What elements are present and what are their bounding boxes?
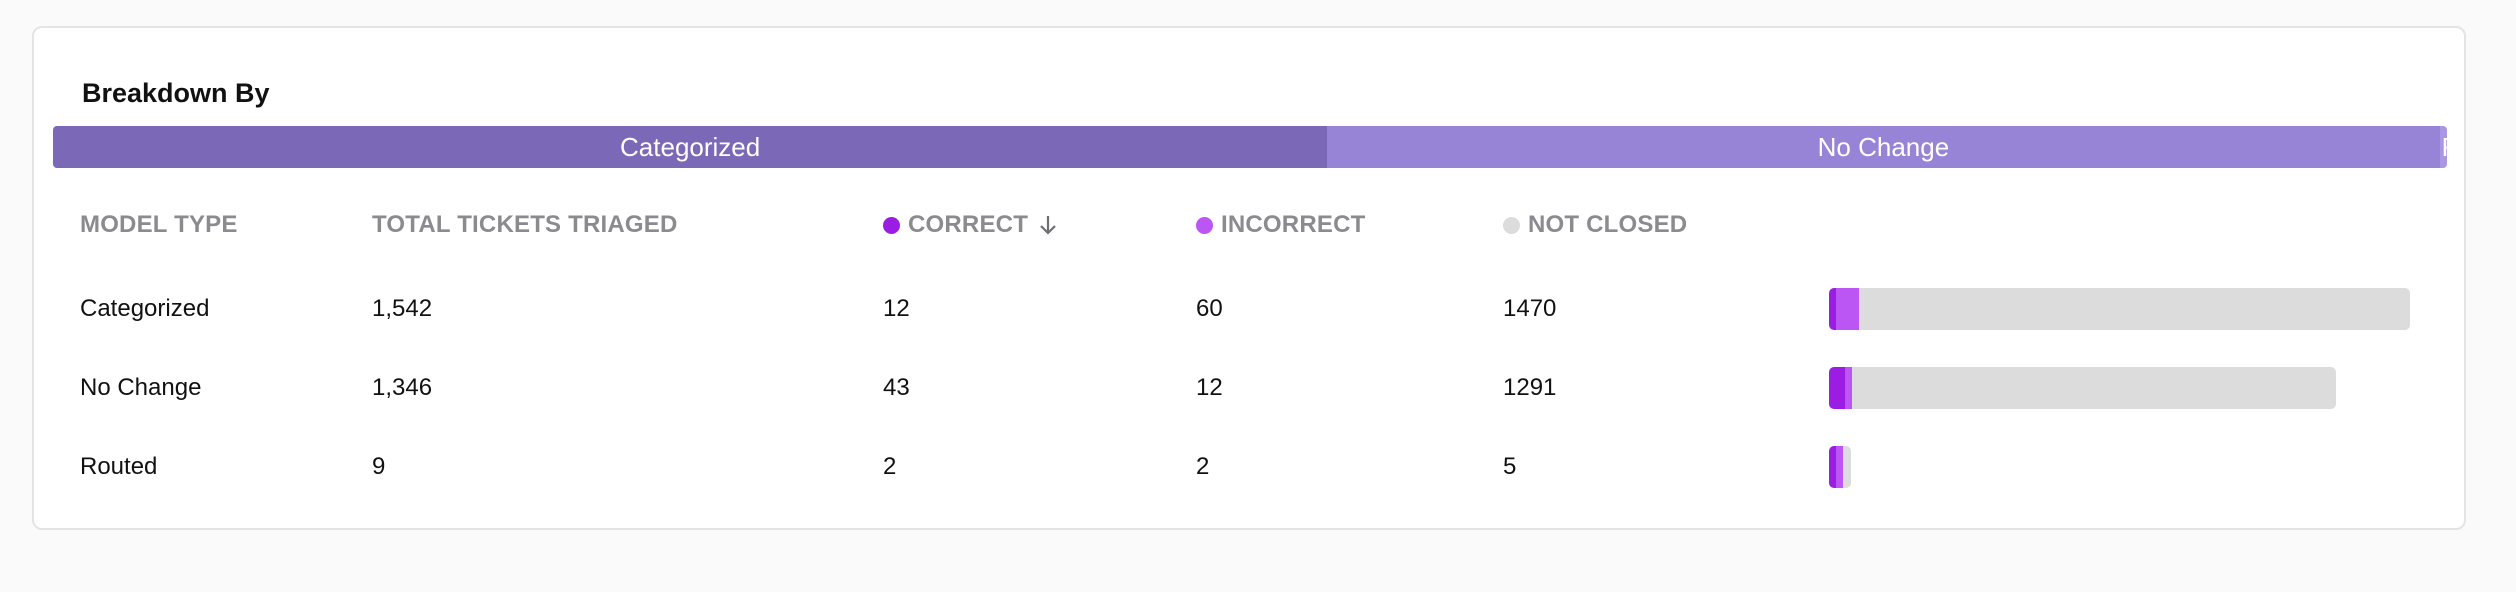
table-row[interactable]: No Change 1,346 43 12 1291 bbox=[34, 365, 2464, 411]
breakdown-stacked-bar: Categorized No Change R bbox=[53, 126, 2447, 168]
header-label: TOTAL TICKETS TRIAGED bbox=[372, 211, 678, 238]
column-header-total-tickets[interactable]: TOTAL TICKETS TRIAGED bbox=[372, 211, 678, 239]
cell-incorrect: 12 bbox=[1196, 374, 1223, 401]
arrow-down-icon bbox=[1040, 216, 1056, 235]
stack-segment-categorized[interactable]: Categorized bbox=[53, 126, 1328, 168]
cell-correct: 2 bbox=[883, 453, 897, 480]
outcome-segment-not-closed bbox=[1858, 288, 2410, 330]
header-label: CORRECT bbox=[908, 211, 1029, 238]
cell-model-type: Categorized bbox=[80, 295, 210, 322]
outcome-segment-correct bbox=[1829, 367, 1846, 409]
cell-not-closed: 1291 bbox=[1503, 374, 1557, 401]
row-outcome-bar bbox=[1829, 288, 2410, 330]
breakdown-card: Breakdown By Categorized No Change R MOD… bbox=[32, 26, 2466, 530]
stack-segment-label: Categorized bbox=[620, 131, 761, 162]
cell-model-type: No Change bbox=[80, 374, 202, 401]
stack-segment-routed[interactable]: R bbox=[2439, 126, 2447, 168]
cell-total: 1,542 bbox=[372, 295, 433, 322]
column-header-not-closed[interactable]: NOT CLOSED bbox=[1503, 211, 1687, 239]
stack-segment-label: R bbox=[2442, 132, 2447, 163]
outcome-segment-correct bbox=[1829, 288, 1836, 330]
outcome-segment-correct bbox=[1829, 446, 1836, 488]
cell-correct: 43 bbox=[883, 374, 910, 401]
column-header-incorrect[interactable]: INCORRECT bbox=[1196, 211, 1365, 239]
table-row[interactable]: Categorized 1,542 12 60 1470 bbox=[34, 286, 2464, 332]
cell-not-closed: 5 bbox=[1503, 453, 1517, 480]
row-outcome-bar bbox=[1829, 367, 2337, 409]
not-closed-legend-dot-icon bbox=[1503, 216, 1520, 234]
correct-legend-dot-icon bbox=[883, 216, 900, 234]
cell-incorrect: 60 bbox=[1196, 295, 1223, 322]
row-outcome-bar bbox=[1829, 446, 1851, 488]
cell-incorrect: 2 bbox=[1196, 453, 1210, 480]
cell-model-type: Routed bbox=[80, 453, 158, 480]
column-header-model-type[interactable]: MODEL TYPE bbox=[80, 211, 238, 239]
incorrect-legend-dot-icon bbox=[1196, 216, 1213, 234]
outcome-segment-not-closed bbox=[1852, 367, 2337, 409]
column-header-correct[interactable]: CORRECT bbox=[883, 211, 1058, 239]
cell-correct: 12 bbox=[883, 295, 910, 322]
stack-segment-no-change[interactable]: No Change bbox=[1327, 126, 2440, 168]
outcome-segment-incorrect bbox=[1836, 288, 1859, 330]
outcome-segment-incorrect bbox=[1845, 367, 1853, 409]
outcome-segment-incorrect bbox=[1836, 446, 1843, 488]
cell-not-closed: 1470 bbox=[1503, 295, 1557, 322]
cell-total: 9 bbox=[372, 453, 386, 480]
cell-total: 1,346 bbox=[372, 374, 433, 401]
header-label: MODEL TYPE bbox=[80, 211, 238, 238]
header-label: INCORRECT bbox=[1221, 211, 1366, 238]
table-row[interactable]: Routed 9 2 2 5 bbox=[34, 444, 2464, 490]
outcome-segment-not-closed bbox=[1843, 446, 1851, 488]
stack-segment-label: No Change bbox=[1817, 131, 1950, 162]
header-label: NOT CLOSED bbox=[1528, 211, 1688, 238]
card-title: Breakdown By bbox=[82, 78, 270, 108]
